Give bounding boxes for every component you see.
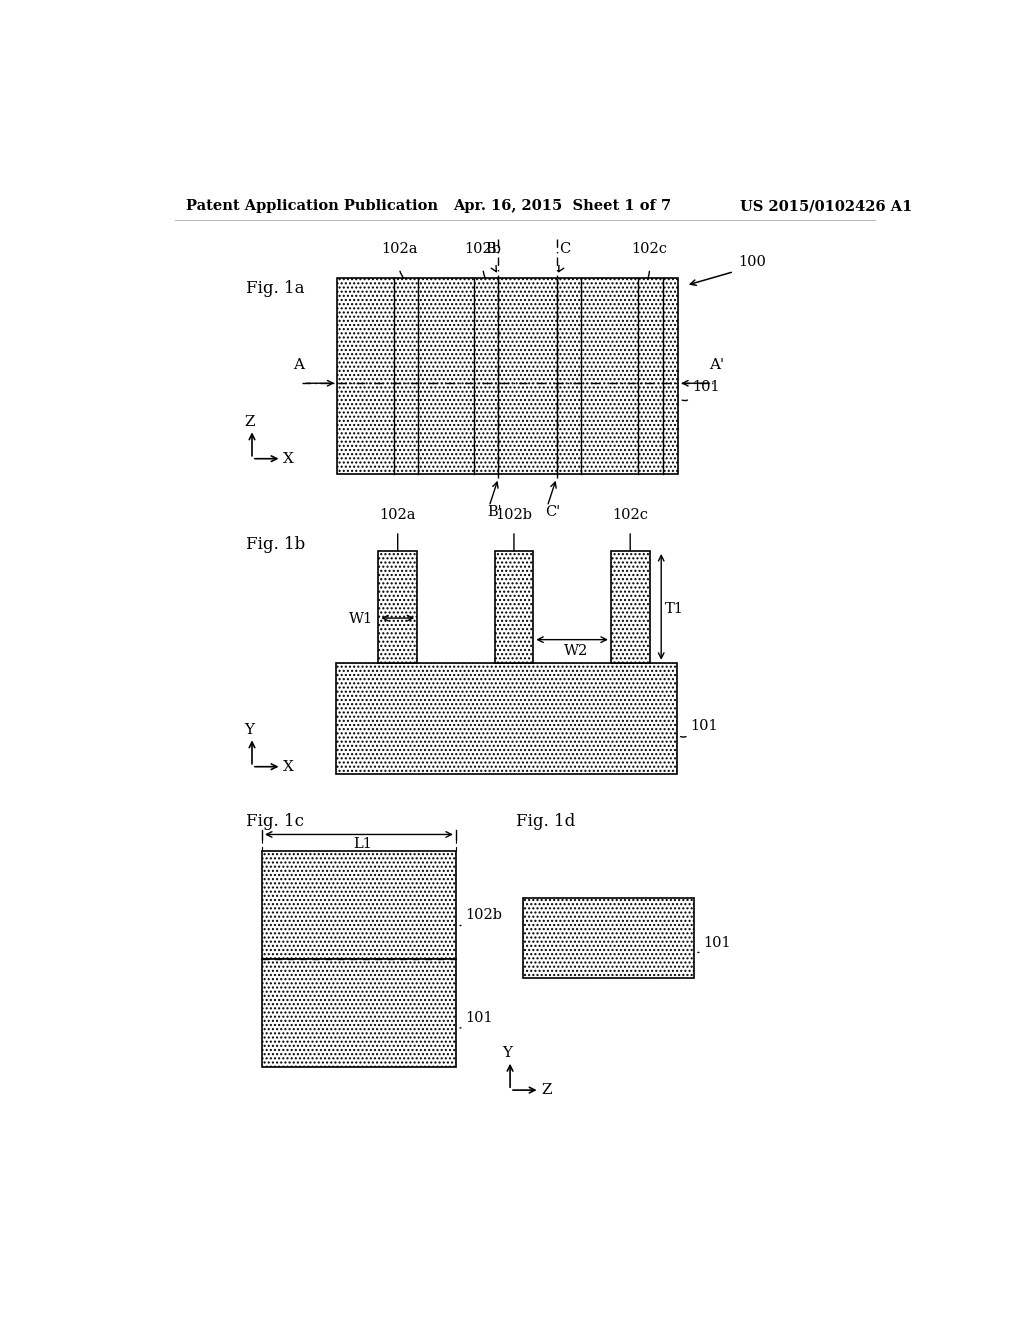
Text: 101: 101 bbox=[465, 1011, 493, 1026]
Bar bbox=[611, 552, 649, 663]
Text: X: X bbox=[283, 759, 294, 774]
Bar bbox=[495, 552, 534, 663]
Text: C': C' bbox=[545, 506, 560, 520]
Bar bbox=[378, 552, 417, 663]
Text: 101: 101 bbox=[690, 718, 718, 733]
Text: 102b: 102b bbox=[465, 242, 502, 256]
Text: Patent Application Publication: Patent Application Publication bbox=[186, 199, 438, 213]
Bar bbox=[523, 898, 693, 978]
Text: Y: Y bbox=[503, 1045, 512, 1060]
Text: 102b: 102b bbox=[465, 908, 502, 923]
Text: B: B bbox=[485, 242, 496, 256]
Text: X: X bbox=[283, 451, 294, 466]
Bar bbox=[262, 960, 456, 1067]
Text: 102c: 102c bbox=[612, 508, 648, 521]
Text: 101: 101 bbox=[703, 936, 731, 950]
Text: 101: 101 bbox=[692, 380, 720, 393]
Text: Fig. 1c: Fig. 1c bbox=[246, 813, 304, 830]
Text: C: C bbox=[559, 242, 570, 256]
Text: A': A' bbox=[710, 359, 725, 372]
Text: Fig. 1d: Fig. 1d bbox=[515, 813, 574, 830]
Text: Apr. 16, 2015  Sheet 1 of 7: Apr. 16, 2015 Sheet 1 of 7 bbox=[454, 199, 672, 213]
Text: T1: T1 bbox=[665, 602, 684, 615]
Text: Z: Z bbox=[245, 414, 255, 429]
Text: Fig. 1b: Fig. 1b bbox=[246, 536, 305, 553]
Bar bbox=[336, 663, 677, 775]
Bar bbox=[337, 277, 678, 474]
Text: 102b: 102b bbox=[496, 508, 532, 521]
Text: 102a: 102a bbox=[380, 508, 416, 521]
Bar bbox=[262, 851, 456, 960]
Text: 102a: 102a bbox=[381, 242, 418, 256]
Text: 102c: 102c bbox=[632, 242, 668, 256]
Text: W2: W2 bbox=[564, 644, 589, 659]
Text: Z: Z bbox=[541, 1082, 552, 1097]
Text: L1: L1 bbox=[352, 837, 372, 851]
Text: B': B' bbox=[487, 506, 502, 520]
Text: A: A bbox=[293, 359, 304, 372]
Text: W1: W1 bbox=[349, 611, 373, 626]
Text: US 2015/0102426 A1: US 2015/0102426 A1 bbox=[740, 199, 912, 213]
Text: 100: 100 bbox=[738, 255, 767, 269]
Text: Fig. 1a: Fig. 1a bbox=[246, 280, 304, 297]
Text: Y: Y bbox=[245, 722, 254, 737]
